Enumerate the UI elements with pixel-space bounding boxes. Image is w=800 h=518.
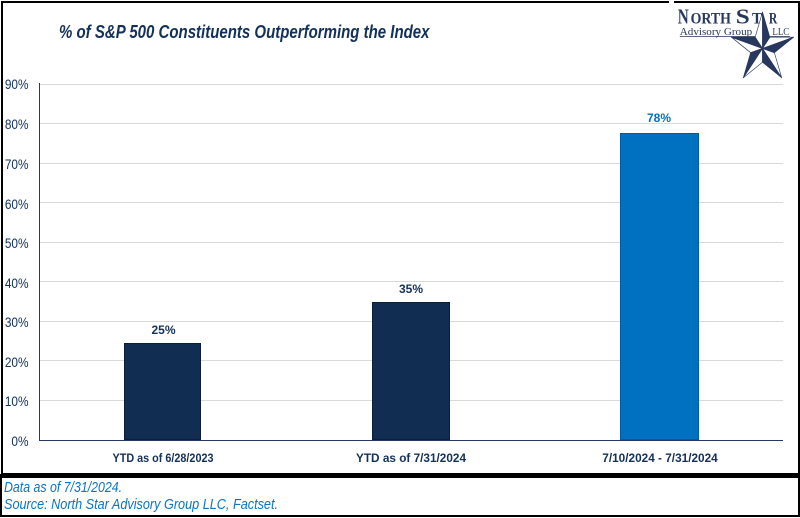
- svg-text:R: R: [769, 11, 778, 28]
- svg-text:N: N: [678, 5, 689, 28]
- svg-text:LLC: LLC: [772, 26, 789, 38]
- svg-text:S: S: [736, 6, 750, 30]
- svg-text:Advisory Group: Advisory Group: [680, 26, 753, 38]
- svg-text:T: T: [752, 10, 763, 28]
- svg-text:ORTH: ORTH: [691, 11, 732, 28]
